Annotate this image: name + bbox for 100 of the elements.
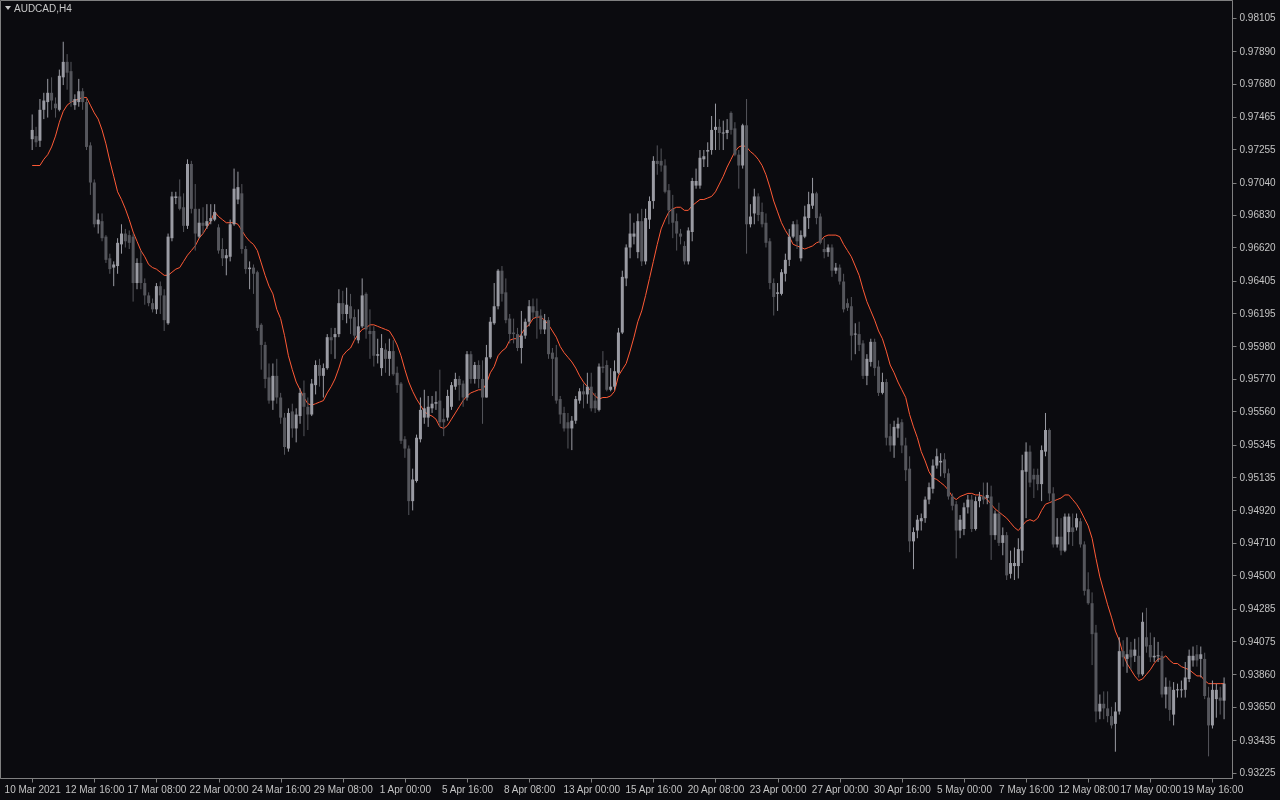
candlestick [717, 118, 721, 151]
y-tick-label: 0.93225 [1239, 767, 1277, 779]
candlestick [1156, 641, 1160, 663]
candlestick [1176, 683, 1179, 699]
candlestick [1164, 676, 1168, 709]
candlestick [713, 103, 717, 151]
candlestick [30, 113, 34, 151]
candlestick [838, 263, 842, 286]
candlestick [675, 212, 679, 252]
candlestick [209, 203, 213, 225]
candlestick [1195, 644, 1199, 668]
candlestick [345, 287, 349, 324]
y-tick-label: 0.93435 [1239, 734, 1277, 746]
candlestick [158, 281, 162, 315]
candlestick [853, 322, 857, 355]
candlestick [519, 310, 523, 364]
y-tick-label: 0.95345 [1239, 439, 1277, 451]
candlestick [1078, 517, 1082, 549]
x-tick-label: 10 Mar 2021 [4, 783, 62, 795]
candlestick [1001, 526, 1005, 556]
x-tick-label: 12 Mar 16:00 [65, 783, 125, 795]
candlestick [1098, 693, 1102, 720]
candlestick [915, 514, 919, 539]
candlestick [352, 308, 356, 340]
y-tick-label: 0.95770 [1239, 373, 1277, 385]
candlestick [826, 243, 830, 258]
candlestick [1121, 639, 1125, 668]
x-tick-label: 19 May 16:00 [1182, 783, 1244, 795]
y-tick-label: 0.97255 [1239, 143, 1277, 155]
candlestick [515, 327, 519, 352]
candlestick [438, 369, 442, 428]
y-tick-label: 0.94285 [1239, 603, 1277, 615]
candlestick [1222, 676, 1226, 720]
candlestick [356, 308, 360, 344]
candlestick [943, 452, 947, 479]
candlestick [383, 342, 387, 374]
candlestick [275, 358, 279, 405]
candlestick [290, 403, 294, 439]
candlestick [116, 237, 120, 275]
candlestick [585, 372, 589, 405]
candlestick [772, 277, 776, 317]
candlestick [725, 118, 729, 140]
candlestick [201, 206, 205, 235]
candlestick [985, 482, 989, 505]
y-tick-label: 0.96830 [1239, 209, 1277, 221]
y-tick-label: 0.96195 [1239, 307, 1277, 319]
candlestick [574, 395, 578, 425]
candlestick [446, 389, 450, 422]
y-tick-label: 0.94710 [1239, 537, 1277, 549]
x-tick-label: 20 Apr 08:00 [687, 783, 745, 795]
y-tick-label: 0.94500 [1239, 569, 1277, 581]
candlestick [706, 141, 710, 168]
candlestick [279, 392, 283, 425]
candlestick [461, 379, 465, 408]
y-tick-label: 0.96405 [1239, 275, 1277, 287]
candlestick [710, 115, 714, 156]
candlestick [298, 387, 302, 425]
y-tick-label: 0.94920 [1239, 504, 1277, 516]
x-tick-label: 24 Mar 16:00 [251, 783, 312, 795]
candlestick [962, 502, 966, 536]
candlestick [135, 257, 139, 290]
y-tick-label: 0.97890 [1239, 45, 1277, 57]
candlestick [1129, 641, 1133, 671]
candlestick [1110, 706, 1113, 729]
candlestick [946, 468, 950, 501]
x-tick-label: 7 May 16:00 [999, 783, 1055, 795]
candlestick [1113, 701, 1117, 753]
candlestick [244, 245, 248, 275]
candlestick [655, 144, 659, 176]
y-tick-label: 0.95560 [1239, 405, 1277, 417]
candlestick [217, 223, 221, 255]
candlestick [1106, 690, 1110, 723]
candlestick [1137, 636, 1141, 678]
x-tick-label: 27 Apr 00:00 [811, 783, 870, 795]
candlestick [900, 418, 904, 454]
candlestick [341, 290, 345, 321]
candlestick [1218, 686, 1222, 716]
candlestick [1148, 632, 1152, 663]
candlestick [1036, 468, 1040, 491]
candlestick [1125, 636, 1129, 674]
candlestick [609, 367, 613, 392]
candlestick [1179, 680, 1183, 699]
candlestick [721, 120, 725, 151]
candlestick [1012, 547, 1016, 581]
candlestick [317, 358, 321, 388]
y-tick-label: 0.94075 [1239, 635, 1277, 647]
x-tick-label: 5 Apr 16:00 [441, 783, 494, 795]
x-tick-label: 15 Apr 16:00 [625, 783, 683, 795]
chart-title: AUDCAD,H4 [14, 3, 73, 14]
candlestick [380, 333, 384, 377]
y-tick-label: 0.95135 [1239, 471, 1277, 483]
x-tick-label: 17 Mar 08:00 [127, 783, 187, 795]
candlestick [543, 313, 547, 335]
candlestick [477, 359, 481, 389]
candlestick [535, 298, 539, 340]
candlestick [748, 203, 752, 228]
candlestick [387, 338, 391, 377]
candlestick [993, 509, 997, 541]
candlestick [73, 93, 77, 111]
x-tick-label: 22 Mar 00:00 [189, 783, 249, 795]
